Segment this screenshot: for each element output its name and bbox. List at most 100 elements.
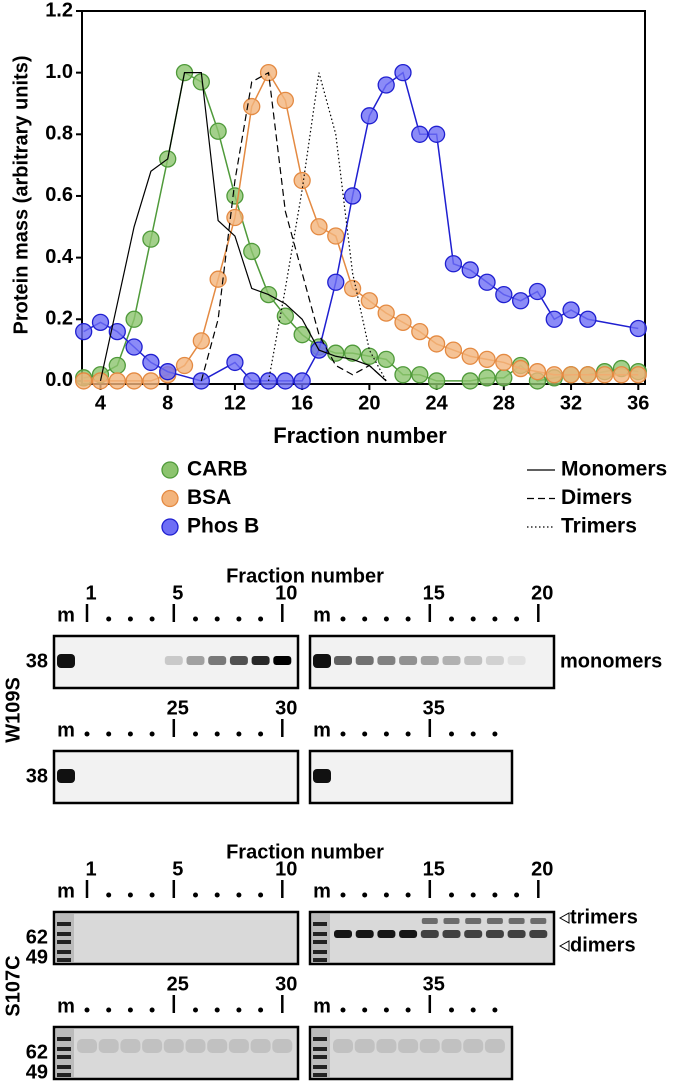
mw-label: 49 xyxy=(26,946,48,968)
legend-label: Dimers xyxy=(561,486,632,509)
data-point xyxy=(444,255,463,273)
lane-dot xyxy=(362,892,368,898)
data-point xyxy=(108,372,126,390)
ladder-band xyxy=(313,1047,327,1051)
gel-band xyxy=(419,1039,440,1053)
ladder-band xyxy=(313,654,331,668)
gel-background xyxy=(54,751,298,803)
x-tick-label: 16 xyxy=(291,392,313,414)
gel-band xyxy=(228,1039,249,1053)
data-point xyxy=(327,273,345,291)
lane-dot xyxy=(258,1007,264,1013)
legend-label: Monomers xyxy=(561,458,667,481)
lane-dot xyxy=(340,616,346,622)
y-tick-label: 0.0 xyxy=(45,369,73,391)
mw-label: 62 xyxy=(26,1041,48,1063)
x-tick-label: 4 xyxy=(95,392,107,414)
lane-dot xyxy=(149,892,155,898)
gel-background xyxy=(310,751,512,803)
x-tick-label: 12 xyxy=(224,392,246,414)
gel-band xyxy=(464,930,483,938)
lane-dot xyxy=(149,616,155,622)
lane-marker-label: m xyxy=(313,604,331,626)
data-point xyxy=(142,230,160,248)
lane-dot xyxy=(470,616,476,622)
legend-label: Phos B xyxy=(187,515,259,538)
lane-dot xyxy=(383,892,389,898)
gel-frame xyxy=(52,634,300,690)
lane-dot xyxy=(193,731,198,737)
lane-dot xyxy=(362,616,368,622)
data-point xyxy=(108,322,126,341)
gel-band xyxy=(334,930,352,938)
ladder-band xyxy=(313,940,327,944)
data-point xyxy=(159,363,177,381)
gel-band xyxy=(530,918,547,924)
data-point xyxy=(360,347,379,365)
x-tick-label: 36 xyxy=(627,392,649,414)
gel-band xyxy=(333,1039,353,1053)
lane-marker-label: m xyxy=(57,604,75,626)
gel-band xyxy=(485,656,504,665)
ladder-lane xyxy=(56,1029,74,1077)
data-point xyxy=(310,218,328,236)
lane-dot xyxy=(214,616,220,622)
ladder-band xyxy=(57,1047,71,1051)
data-point xyxy=(377,76,395,94)
lane-label: 15 xyxy=(423,582,445,604)
data-point xyxy=(629,366,647,384)
gel-band xyxy=(120,1039,141,1053)
gel-band xyxy=(377,656,396,665)
gel-band xyxy=(463,1039,484,1053)
lane-marker-label: m xyxy=(313,995,331,1017)
gel-band xyxy=(507,930,526,938)
lane-dot xyxy=(405,616,411,622)
lane-marker-label: m xyxy=(57,995,75,1017)
lane-label: 30 xyxy=(275,973,297,995)
lane-dot xyxy=(214,1007,220,1013)
gel-band xyxy=(142,1039,163,1053)
gel-frame xyxy=(52,749,300,805)
lane-dot xyxy=(449,892,454,898)
lane-dot xyxy=(258,731,264,737)
gel-band xyxy=(334,656,352,665)
series-line xyxy=(99,72,387,382)
ladder-band xyxy=(57,932,71,936)
lane-label: 5 xyxy=(172,582,183,604)
gel-band xyxy=(508,918,525,924)
plot-frame xyxy=(81,10,646,385)
data-point xyxy=(495,285,513,304)
mw-label: 38 xyxy=(26,650,48,672)
data-point xyxy=(209,122,227,140)
ladder-band xyxy=(57,1037,71,1041)
gel-band xyxy=(250,1039,271,1053)
lane-marker-label: m xyxy=(57,719,75,741)
gel-band xyxy=(399,656,418,665)
legend-label: Trimers xyxy=(561,515,637,538)
lane-marker-label: m xyxy=(313,719,331,741)
ladder-band xyxy=(57,769,75,783)
gel-band xyxy=(376,1039,397,1053)
gel-band xyxy=(355,656,374,665)
lane-dot xyxy=(258,616,264,622)
gel-band xyxy=(486,918,503,924)
lane-dot xyxy=(383,731,389,737)
lane-dot xyxy=(340,1007,346,1013)
x-tick-label: 28 xyxy=(493,392,515,414)
x-tick-label: 8 xyxy=(162,392,173,414)
data-point xyxy=(142,353,160,372)
lane-dot xyxy=(127,892,133,898)
gel-band xyxy=(529,930,548,938)
series-line xyxy=(83,71,639,382)
gel-band xyxy=(208,656,227,665)
legend-marker xyxy=(161,518,179,536)
data-point xyxy=(579,366,597,384)
data-point xyxy=(343,344,362,362)
ladder-band xyxy=(313,1065,327,1069)
lane-dot xyxy=(492,1007,498,1013)
lane-dot xyxy=(236,616,242,622)
band-label: trimers xyxy=(570,906,638,928)
lane-dot xyxy=(492,731,498,737)
data-point xyxy=(444,341,463,359)
